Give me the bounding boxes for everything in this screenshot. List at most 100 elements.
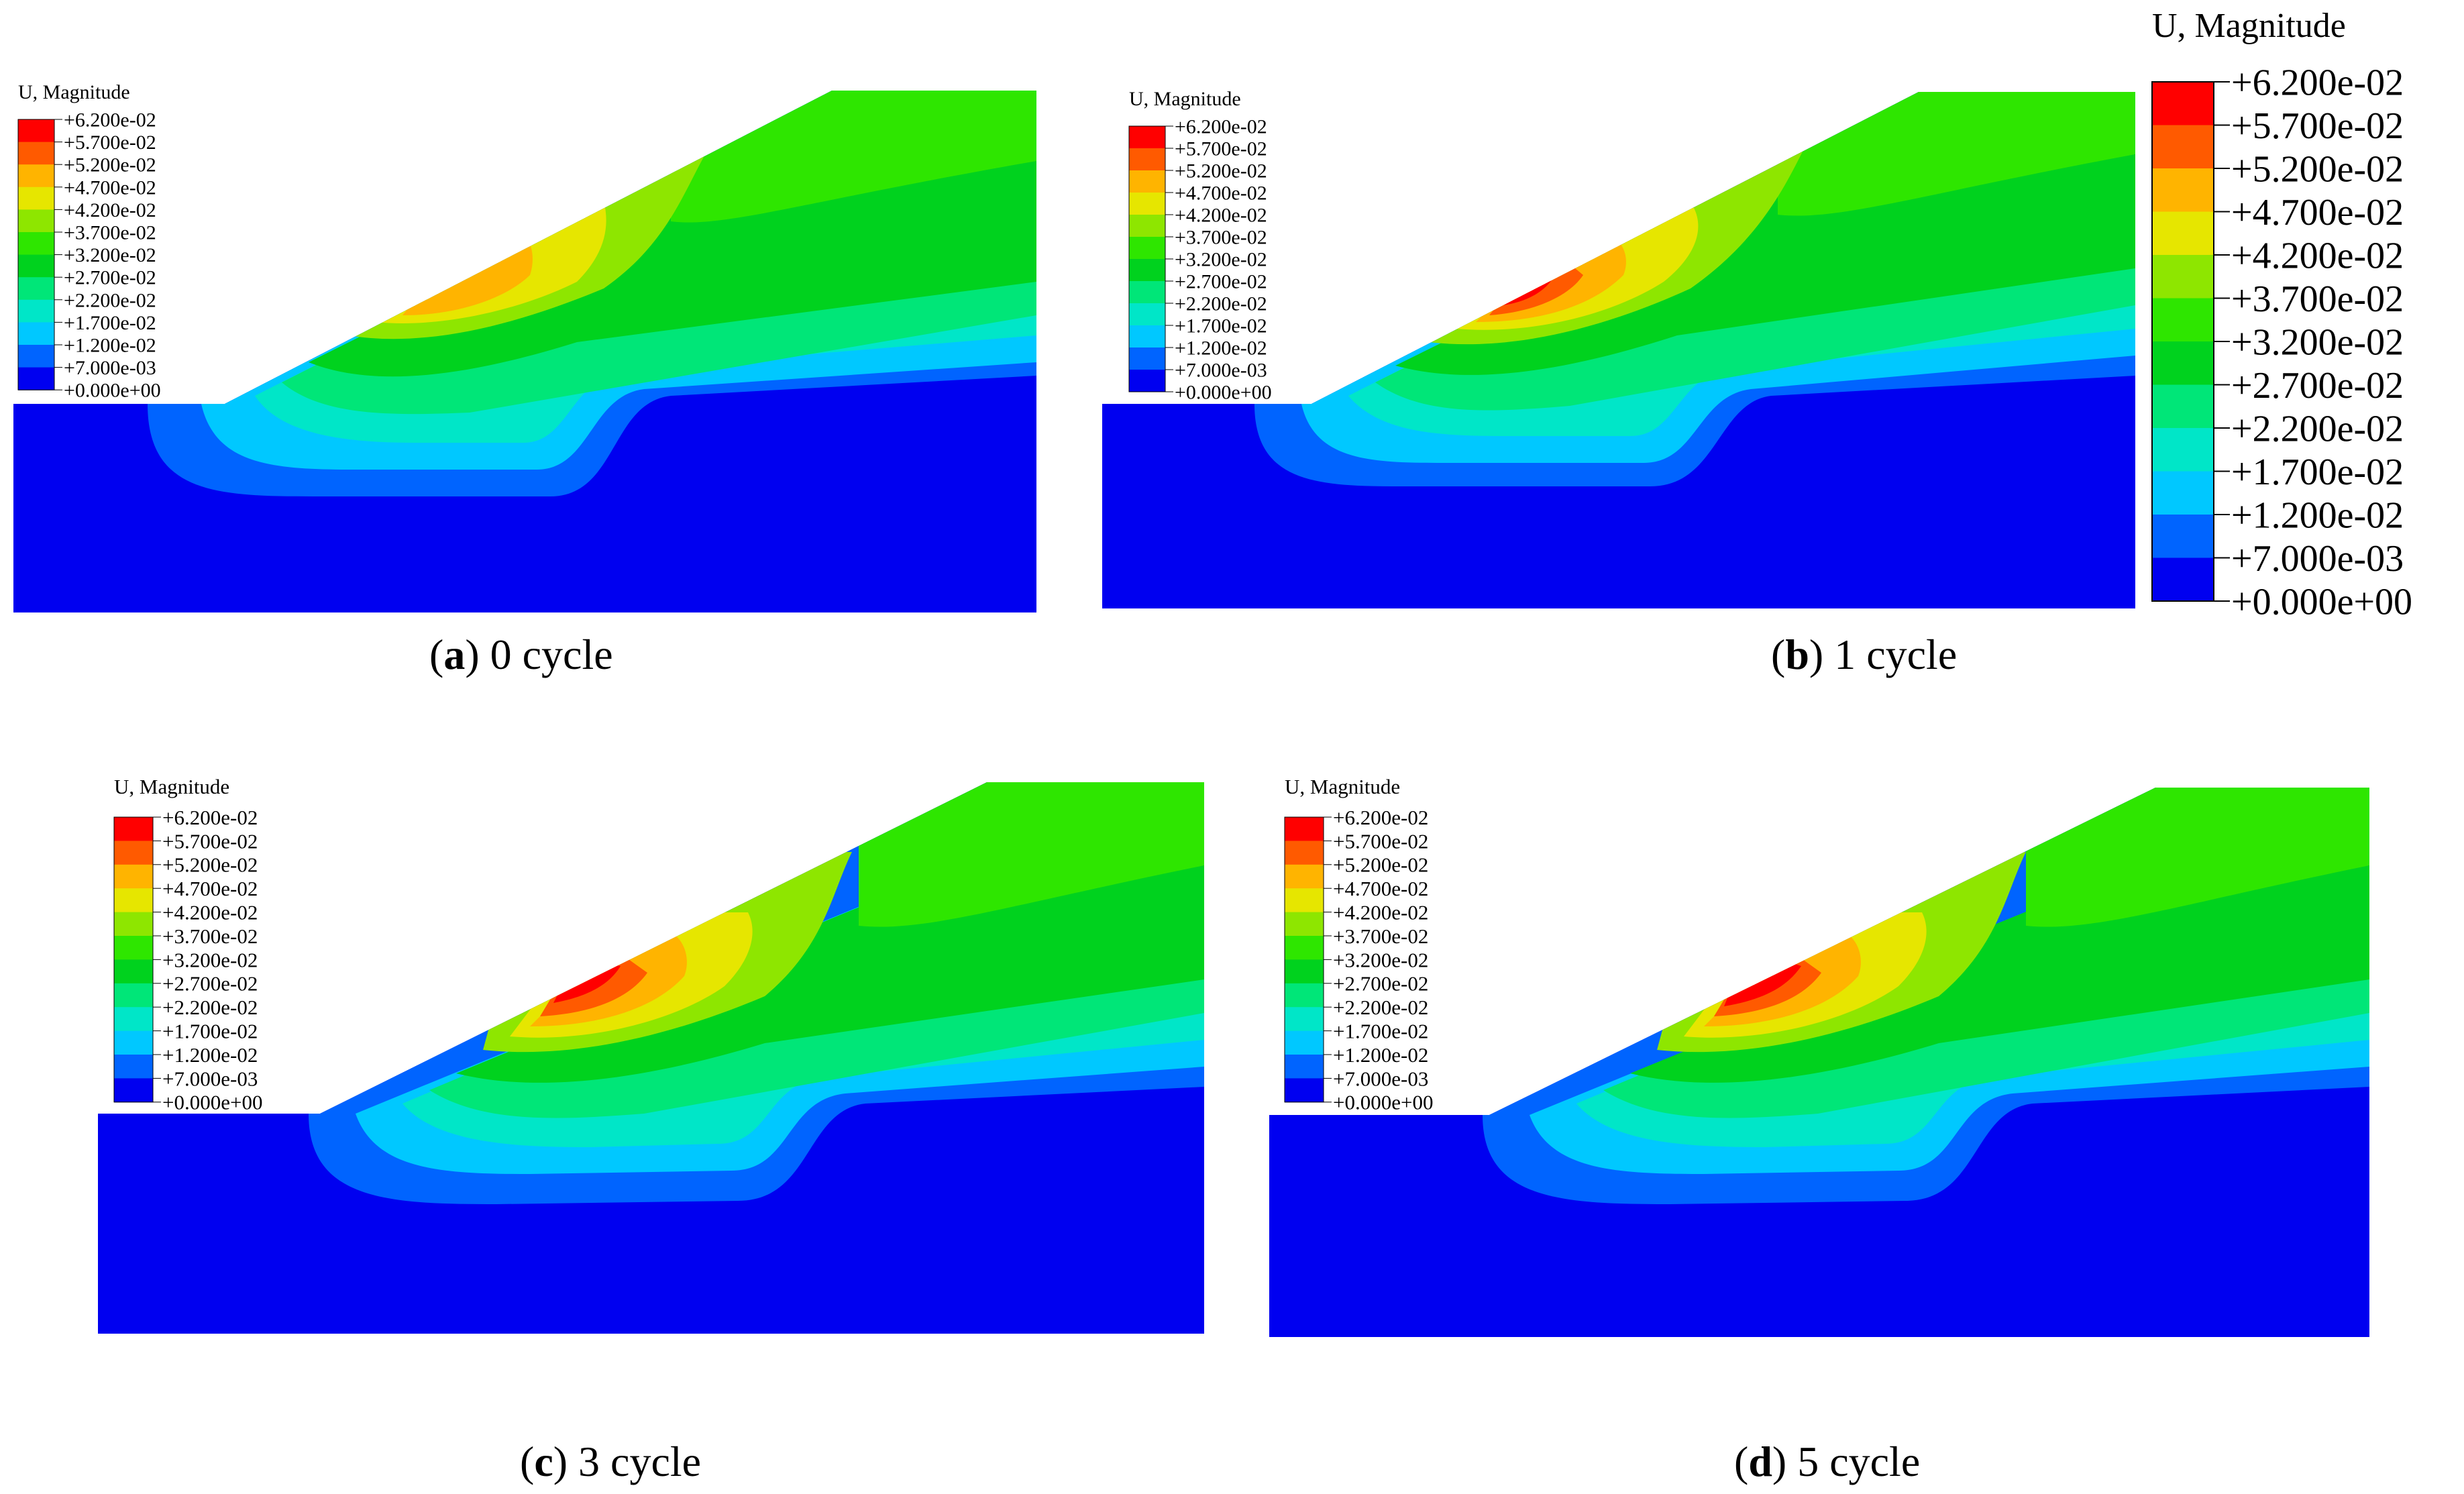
legend-color-swatch [2152,168,2214,212]
legend-value: +4.700e-02 [2231,192,2404,233]
legend-value: +2.200e-02 [1333,996,1428,1019]
legend-value: +4.200e-02 [64,199,156,221]
legend-value: +1.700e-02 [64,312,156,334]
legend-color-swatch [114,864,153,889]
legend-value: +6.200e-02 [162,806,258,829]
legend-value: +1.200e-02 [1175,337,1267,360]
legend-value: +2.200e-02 [162,996,258,1019]
legend-color-swatch [1129,193,1165,215]
legend-color-swatch [1285,1078,1324,1103]
legend-color-swatch [18,142,54,165]
legend-color-swatch [1285,1055,1324,1079]
legend-color-swatch [2152,515,2214,558]
legend-color-swatch [1129,148,1165,171]
legend-color-swatch [18,345,54,368]
legend-color-swatch [1129,348,1165,370]
legend-color-swatch [2152,255,2214,299]
panel-b-contour-plot [1102,92,2135,608]
legend-color-swatch [114,959,153,984]
legend-color-swatch [114,1078,153,1103]
legend-value: +6.200e-02 [1333,806,1428,829]
legend-color-swatch [1129,126,1165,149]
legend-value: +7.000e-03 [2231,538,2404,580]
legend-value: +3.700e-02 [2231,278,2404,320]
legend-value: +2.700e-02 [2231,365,2404,407]
legend-color-swatch [1129,303,1165,326]
legend-color-swatch [18,164,54,188]
legend-color-swatch [2152,341,2214,385]
legends-layer: U, Magnitude+6.200e-02+5.700e-02+5.200e-… [17,7,2412,1114]
legend-value: +2.200e-02 [64,289,156,311]
legend-value: +3.200e-02 [1333,948,1428,971]
legend-value: +2.700e-02 [162,972,258,996]
captions-layer: (a) 0 cycle (b) 1 cycle (c) 3 cycle (d) 5 c… [429,631,1957,1485]
caption-panel-b: (b) 1 cycle [1771,631,1957,678]
legend-color-swatch [18,209,54,233]
legend-color-swatch [18,299,54,323]
legend-value: +4.700e-02 [1175,182,1267,205]
legend-color-swatch [1129,237,1165,260]
legend-value: +6.200e-02 [2231,62,2404,104]
legend-value: +4.700e-02 [162,877,258,900]
legend-value: +1.700e-02 [1175,315,1267,337]
legend-color-swatch [114,983,153,1008]
caption-panel-a: (a) 0 cycle [429,631,613,678]
legend-title: U, Magnitude [2152,7,2346,45]
legend-value: +2.200e-02 [1175,293,1267,315]
legend-color-swatch [114,1007,153,1032]
legend-value: +7.000e-03 [64,357,156,379]
legend-color-swatch [1285,936,1324,960]
legend-value: +0.000e+00 [64,380,161,402]
legend-value: +1.200e-02 [162,1043,258,1067]
legend-d: U, Magnitude +6.200e-02+5.700e-02+5.200e-… [1284,775,1433,1114]
legend-c: U, Magnitude +6.200e-02+5.700e-02+5.200e-… [113,775,262,1114]
legend-value: +5.200e-02 [1175,160,1267,182]
legend-value: +5.700e-02 [64,131,156,154]
legend-big: U, Magnitude +6.200e-02+5.700e-02+5.200e-… [2151,7,2412,623]
legend-color-swatch [2152,82,2214,125]
legend-value: +7.000e-03 [1175,360,1267,382]
legend-value: +3.200e-02 [1175,249,1267,271]
legend-value: +3.700e-02 [162,924,258,948]
legend-value: +0.000e+00 [1333,1091,1433,1114]
legend-value: +1.700e-02 [162,1019,258,1043]
legend-color-swatch [1285,1007,1324,1032]
legend-value: +3.200e-02 [2231,322,2404,364]
legend-value: +2.200e-02 [2231,409,2404,450]
legend-value: +3.700e-02 [1333,924,1428,948]
legend-color-swatch [1129,170,1165,193]
legend-color-swatch [1129,259,1165,282]
legend-value: +3.200e-02 [162,948,258,971]
legend-color-swatch [2152,211,2214,256]
legend-color-swatch [2152,125,2214,169]
legend-b: U, Magnitude +6.200e-02+5.700e-02+5.200e-… [1128,88,1272,404]
caption-panel-c: (c) 3 cycle [520,1438,701,1485]
legend-value: +5.200e-02 [162,853,258,877]
legend-title: U, Magnitude [1129,88,1241,110]
legend-color-swatch [114,912,153,937]
legend-color-swatch [1285,841,1324,865]
legend-value: +3.700e-02 [1175,227,1267,249]
legend-color-swatch [114,1030,153,1055]
legend-value: +2.700e-02 [64,267,156,289]
legend-a: U, Magnitude +6.200e-02+5.700e-02+5.200e-… [17,81,161,402]
legend-value: +5.700e-02 [1175,138,1267,160]
legend-value: +1.200e-02 [1333,1043,1428,1067]
legend-color-swatch [114,936,153,960]
caption-panel-d: (d) 5 cycle [1734,1438,1920,1485]
legend-title: U, Magnitude [1285,775,1400,798]
legend-value: +3.200e-02 [64,244,156,266]
legend-value: +4.700e-02 [1333,877,1428,900]
legend-color-swatch [2152,471,2214,515]
legend-color-swatch [2152,557,2214,602]
legend-title: U, Magnitude [18,81,130,103]
legend-color-swatch [1129,281,1165,304]
legend-value: +5.700e-02 [162,829,258,853]
legend-color-swatch [1285,912,1324,937]
legend-color-swatch [1285,983,1324,1008]
legend-value: +4.200e-02 [1333,900,1428,924]
legend-color-swatch [1129,215,1165,237]
legend-color-swatch [18,254,54,278]
legend-value: +4.200e-02 [2231,235,2404,277]
